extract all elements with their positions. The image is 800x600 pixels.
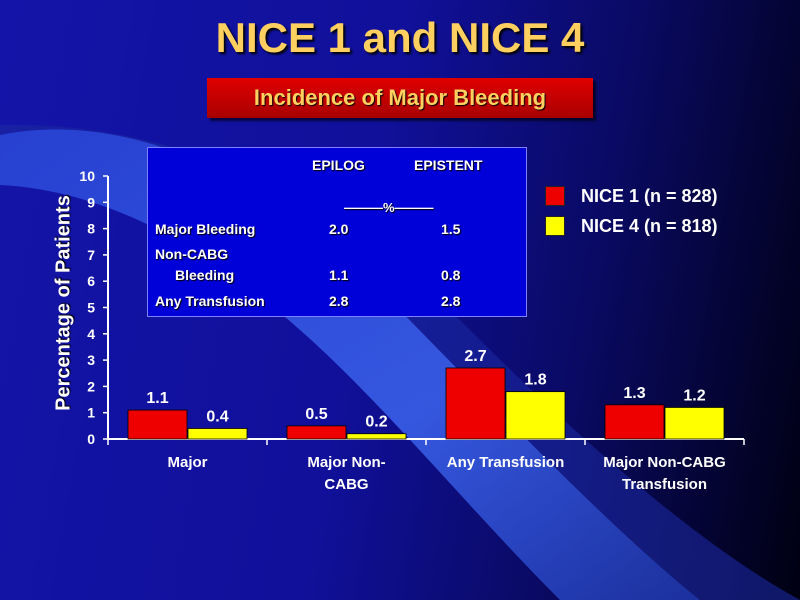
legend-label-nice1: NICE 1 (n = 828) <box>581 185 718 206</box>
inset-cell-epilog: 2.0 <box>329 221 349 237</box>
y-tick-label: 9 <box>87 194 95 210</box>
y-tick-label: 8 <box>87 221 95 237</box>
bar-nice1 <box>127 409 188 440</box>
bar-nice4 <box>187 428 248 440</box>
data-label: 2.7 <box>464 348 486 365</box>
bar-nice4 <box>664 407 725 440</box>
bar-nice1 <box>445 367 506 440</box>
inset-cell-epilog: 2.8 <box>329 293 349 309</box>
inset-row-label: Any Transfusion <box>155 293 265 309</box>
subtitle-banner: Incidence of Major Bleeding <box>207 78 593 118</box>
bar-nice4 <box>505 391 566 440</box>
inset-cell-epistent: 1.5 <box>441 221 461 237</box>
x-tick-label: Major <box>167 454 207 471</box>
bar-nice1 <box>604 404 665 440</box>
y-tick-label: 1 <box>87 405 95 421</box>
x-tick-label: Major Non- <box>307 454 385 471</box>
x-tick-label: CABG <box>324 476 368 493</box>
data-label: 1.8 <box>524 372 546 389</box>
legend-item-nice4: NICE 4 (n = 818) <box>545 211 718 241</box>
inset-cell-epistent: 0.8 <box>441 267 461 283</box>
legend: NICE 1 (n = 828) NICE 4 (n = 818) <box>545 181 718 241</box>
inset-cell-epistent: 2.8 <box>441 293 461 309</box>
inset-header-epistent: EPISTENT <box>414 157 483 173</box>
slide-subtitle: Incidence of Major Bleeding <box>253 85 547 110</box>
inset-row-label: Non-CABG <box>155 246 229 262</box>
y-tick-label: 6 <box>87 273 95 289</box>
bar-nice1 <box>286 425 347 440</box>
y-tick-label: 10 <box>79 168 95 184</box>
x-tick-label: Any Transfusion <box>447 454 565 471</box>
data-label: 1.2 <box>683 387 705 404</box>
data-label: 1.1 <box>146 390 168 407</box>
inset-row-label-cont: Bleeding <box>175 267 235 283</box>
inset-header-epilog: EPILOG <box>312 157 365 173</box>
data-label: 1.3 <box>623 385 645 402</box>
slide-title: NICE 1 and NICE 4 <box>215 14 585 61</box>
y-tick-label: 0 <box>87 431 95 447</box>
legend-swatch-nice4 <box>545 216 565 236</box>
y-tick-label: 7 <box>87 247 95 263</box>
inset-unit-label: ———%——— <box>344 200 434 215</box>
inset-table: EPILOG EPISTENT ———%——— Major Bleeding 2… <box>147 147 527 317</box>
data-label: 0.2 <box>365 414 387 431</box>
data-label: 0.5 <box>305 406 327 423</box>
legend-item-nice1: NICE 1 (n = 828) <box>545 181 718 211</box>
legend-label-nice4: NICE 4 (n = 818) <box>581 215 718 236</box>
inset-row-label: Major Bleeding <box>155 221 256 237</box>
inset-cell-epilog: 1.1 <box>329 267 349 283</box>
y-tick-label: 4 <box>87 326 95 342</box>
y-tick-label: 5 <box>87 300 95 316</box>
bar-nice4 <box>346 433 407 440</box>
y-tick-label: 3 <box>87 352 95 368</box>
legend-swatch-nice1 <box>545 186 565 206</box>
x-tick-label: Transfusion <box>622 476 707 493</box>
y-tick-label: 2 <box>87 378 95 394</box>
x-tick-label: Major Non-CABG <box>603 454 726 471</box>
data-label: 0.4 <box>206 408 228 425</box>
